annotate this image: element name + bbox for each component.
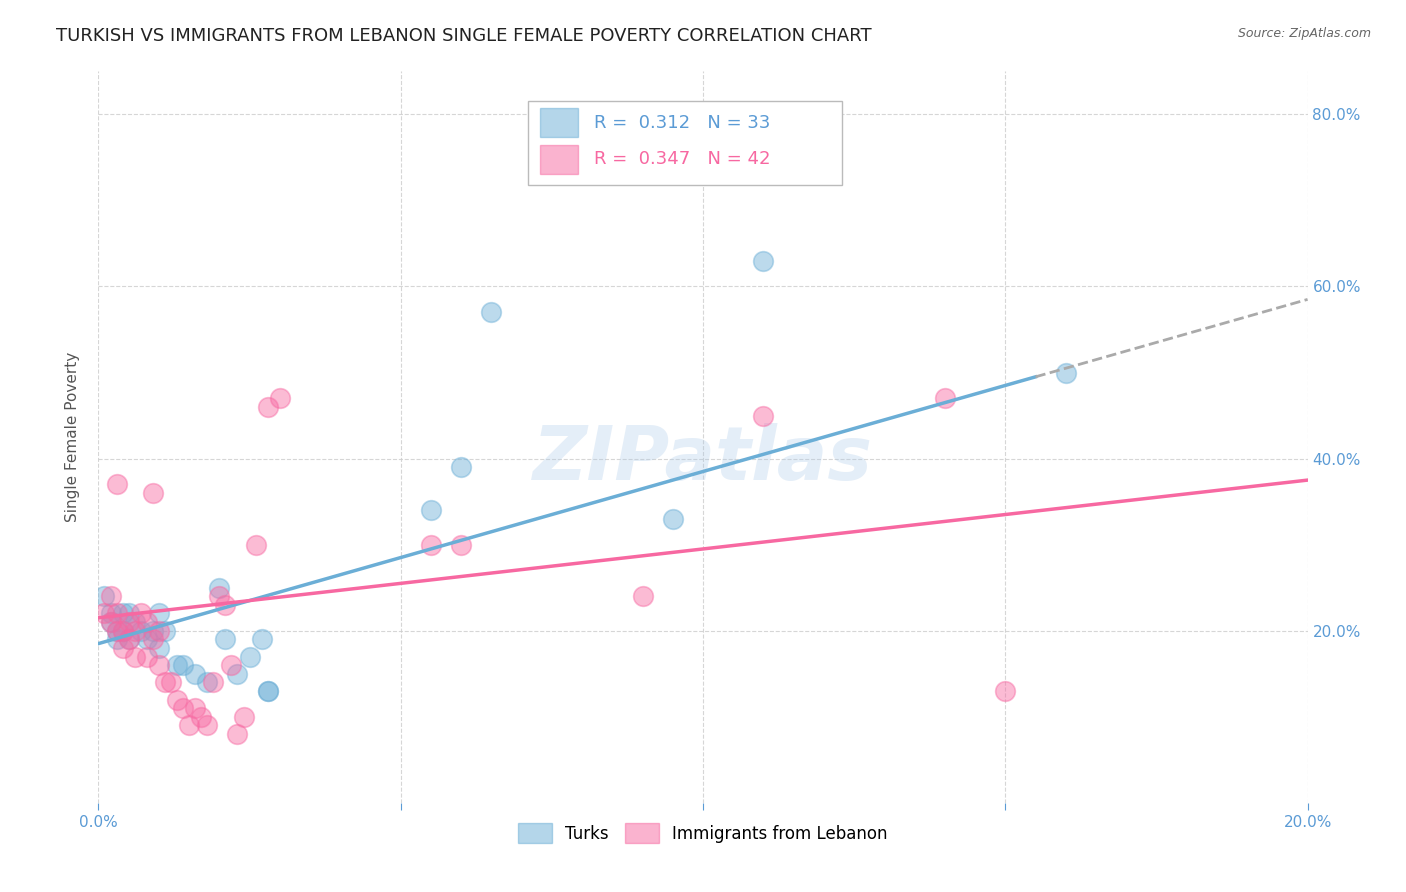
Turks	[208, 581, 231, 595]
Immigrants from Lebanon	[269, 392, 291, 406]
Text: Source: ZipAtlas.com: Source: ZipAtlas.com	[1237, 27, 1371, 40]
Turks	[124, 615, 146, 629]
Immigrants from Lebanon	[105, 477, 128, 491]
Immigrants from Lebanon	[118, 615, 141, 629]
Immigrants from Lebanon	[934, 392, 956, 406]
Immigrants from Lebanon	[124, 624, 146, 638]
Turks	[100, 615, 122, 629]
Turks	[481, 305, 503, 319]
Text: TURKISH VS IMMIGRANTS FROM LEBANON SINGLE FEMALE POVERTY CORRELATION CHART: TURKISH VS IMMIGRANTS FROM LEBANON SINGL…	[56, 27, 872, 45]
Turks	[118, 632, 141, 647]
Immigrants from Lebanon	[232, 710, 254, 724]
Turks	[105, 624, 128, 638]
Turks	[661, 512, 683, 526]
Turks	[195, 675, 218, 690]
Immigrants from Lebanon	[245, 538, 267, 552]
Turks	[420, 503, 443, 517]
Immigrants from Lebanon	[752, 409, 775, 423]
Turks	[450, 460, 472, 475]
Immigrants from Lebanon	[166, 692, 188, 706]
Turks	[1054, 366, 1077, 380]
Immigrants from Lebanon	[153, 675, 176, 690]
Immigrants from Lebanon	[202, 675, 225, 690]
Turks	[752, 253, 775, 268]
Immigrants from Lebanon	[142, 486, 165, 500]
Immigrants from Lebanon	[184, 701, 207, 715]
Turks	[250, 632, 273, 647]
Turks	[256, 684, 278, 698]
Immigrants from Lebanon	[226, 727, 249, 741]
Immigrants from Lebanon	[994, 684, 1017, 698]
Immigrants from Lebanon	[208, 589, 231, 603]
FancyBboxPatch shape	[527, 101, 842, 185]
Turks	[153, 624, 176, 638]
Turks	[239, 649, 262, 664]
Turks	[100, 607, 122, 621]
Immigrants from Lebanon	[195, 718, 218, 732]
Text: ZIPatlas: ZIPatlas	[533, 423, 873, 496]
Turks	[118, 607, 141, 621]
Immigrants from Lebanon	[148, 624, 170, 638]
Immigrants from Lebanon	[190, 710, 212, 724]
Y-axis label: Single Female Poverty: Single Female Poverty	[65, 352, 80, 522]
Immigrants from Lebanon	[111, 640, 134, 655]
Immigrants from Lebanon	[118, 632, 141, 647]
Immigrants from Lebanon	[179, 718, 201, 732]
Immigrants from Lebanon	[124, 649, 146, 664]
Immigrants from Lebanon	[135, 649, 157, 664]
Turks	[93, 589, 115, 603]
Immigrants from Lebanon	[148, 658, 170, 673]
Turks	[172, 658, 194, 673]
Text: R =  0.312   N = 33: R = 0.312 N = 33	[595, 113, 770, 131]
Turks	[105, 632, 128, 647]
Legend: Turks, Immigrants from Lebanon: Turks, Immigrants from Lebanon	[512, 817, 894, 849]
Turks	[256, 684, 278, 698]
Immigrants from Lebanon	[256, 400, 278, 414]
Turks	[184, 666, 207, 681]
Turks	[226, 666, 249, 681]
Turks	[142, 624, 165, 638]
Immigrants from Lebanon	[214, 598, 236, 612]
Immigrants from Lebanon	[160, 675, 183, 690]
Turks	[129, 624, 152, 638]
Turks	[148, 640, 170, 655]
Immigrants from Lebanon	[221, 658, 243, 673]
Immigrants from Lebanon	[142, 632, 165, 647]
Immigrants from Lebanon	[93, 607, 115, 621]
Turks	[111, 624, 134, 638]
Turks	[148, 607, 170, 621]
Immigrants from Lebanon	[631, 589, 654, 603]
Turks	[166, 658, 188, 673]
Immigrants from Lebanon	[105, 624, 128, 638]
Immigrants from Lebanon	[100, 589, 122, 603]
Text: R =  0.347   N = 42: R = 0.347 N = 42	[595, 150, 770, 168]
Bar	[540, 108, 578, 137]
Immigrants from Lebanon	[100, 615, 122, 629]
Turks	[111, 607, 134, 621]
Turks	[214, 632, 236, 647]
Immigrants from Lebanon	[450, 538, 472, 552]
Immigrants from Lebanon	[172, 701, 194, 715]
Immigrants from Lebanon	[135, 615, 157, 629]
Turks	[135, 632, 157, 647]
Immigrants from Lebanon	[105, 607, 128, 621]
Immigrants from Lebanon	[420, 538, 443, 552]
Bar	[540, 145, 578, 174]
Immigrants from Lebanon	[129, 607, 152, 621]
Immigrants from Lebanon	[111, 624, 134, 638]
